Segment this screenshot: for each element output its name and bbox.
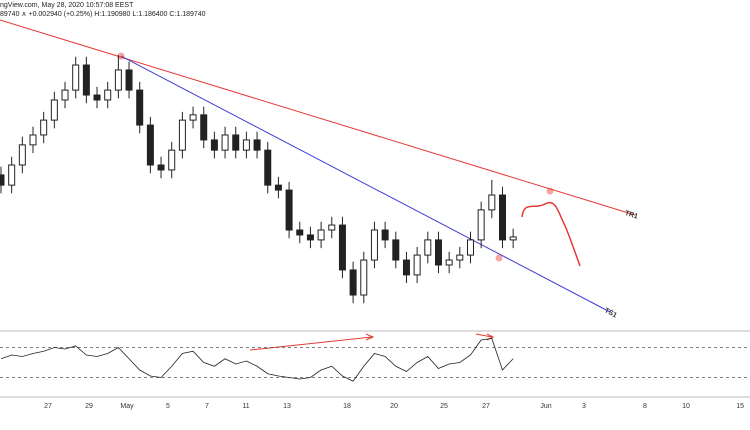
candle-body bbox=[50, 99, 58, 121]
candle-body bbox=[306, 234, 314, 241]
candle-body bbox=[466, 239, 474, 256]
candle-body bbox=[349, 269, 357, 296]
x-tick-label: Jun bbox=[540, 403, 551, 410]
x-tick-label: 15 bbox=[736, 403, 744, 410]
candle-body bbox=[477, 209, 485, 241]
candle-body bbox=[114, 69, 122, 91]
candle-body bbox=[253, 139, 261, 151]
x-tick-label: 13 bbox=[283, 403, 291, 410]
candle-body bbox=[104, 89, 112, 101]
candle-body bbox=[210, 139, 218, 151]
x-tick-label: 10 bbox=[682, 403, 690, 410]
candle-body bbox=[18, 144, 26, 166]
osc-arrow bbox=[249, 336, 373, 351]
candle-body bbox=[392, 239, 400, 261]
candle-body bbox=[40, 119, 48, 136]
candle-body bbox=[402, 259, 410, 276]
header-source: ngView.com, May 28, 2020 10:57:08 EEST bbox=[0, 2, 134, 9]
candle-body bbox=[82, 64, 90, 96]
candle-body bbox=[264, 149, 272, 186]
anchor-point bbox=[546, 187, 554, 195]
candle-body bbox=[146, 124, 154, 166]
candle-body bbox=[456, 254, 464, 261]
candle-body bbox=[296, 229, 304, 236]
candle-body bbox=[285, 189, 293, 231]
x-tick-label: 20 bbox=[390, 403, 398, 410]
candle-body bbox=[242, 139, 250, 151]
anchor-point bbox=[117, 52, 125, 60]
candle-body bbox=[413, 254, 421, 276]
trendline bbox=[0, 19, 636, 216]
x-tick-label: 3 bbox=[582, 403, 586, 410]
candle-body bbox=[370, 229, 378, 261]
candle-body bbox=[509, 236, 517, 241]
x-tick-label: 29 bbox=[85, 403, 93, 410]
candle-body bbox=[338, 224, 346, 271]
osc-arrow bbox=[475, 333, 493, 338]
candle-body bbox=[274, 184, 282, 191]
osc-arrowhead bbox=[365, 333, 375, 341]
candle-body bbox=[221, 134, 229, 151]
candle-body bbox=[328, 224, 336, 231]
candle-body bbox=[178, 119, 186, 151]
candle-body bbox=[232, 134, 240, 151]
x-tick-label: 7 bbox=[205, 403, 209, 410]
anchor-point bbox=[495, 254, 503, 262]
trendline-label: TS1 bbox=[603, 307, 618, 319]
x-tick-label: 11 bbox=[242, 403, 249, 410]
trendline-label: TR1 bbox=[624, 210, 639, 221]
candle-body bbox=[360, 259, 368, 296]
candle-body bbox=[381, 229, 389, 241]
x-tick-label: May bbox=[120, 403, 134, 410]
candle-body bbox=[157, 164, 165, 171]
candle-body bbox=[498, 194, 506, 241]
header-quote: 89740 ∧ +0.002940 (+0.25%) H:1.190980 L:… bbox=[0, 11, 206, 18]
x-tick-label: 25 bbox=[440, 403, 448, 410]
candle-body bbox=[61, 89, 69, 101]
trendline bbox=[120, 55, 611, 313]
candle-body bbox=[168, 149, 176, 171]
osc-line bbox=[0, 338, 514, 382]
candle-body bbox=[8, 164, 16, 186]
candle-body bbox=[72, 64, 80, 91]
x-tick-label: 27 bbox=[482, 403, 490, 410]
candle-body bbox=[445, 259, 453, 266]
candle-body bbox=[93, 94, 101, 101]
candle-body bbox=[189, 114, 197, 121]
candle-body bbox=[200, 114, 208, 141]
forecast-curve bbox=[521, 201, 581, 267]
x-tick-label: 27 bbox=[44, 403, 52, 410]
candle-body bbox=[29, 134, 37, 146]
candle-body bbox=[136, 89, 144, 126]
candle-body bbox=[125, 69, 133, 91]
candle-body bbox=[434, 239, 442, 266]
candle-body bbox=[317, 229, 325, 241]
x-tick-label: 8 bbox=[643, 403, 647, 410]
x-tick-label: 18 bbox=[343, 403, 351, 410]
candle-body bbox=[424, 239, 432, 256]
x-tick-label: 5 bbox=[166, 403, 170, 410]
candle-body bbox=[488, 194, 496, 211]
candle-body bbox=[0, 174, 5, 186]
